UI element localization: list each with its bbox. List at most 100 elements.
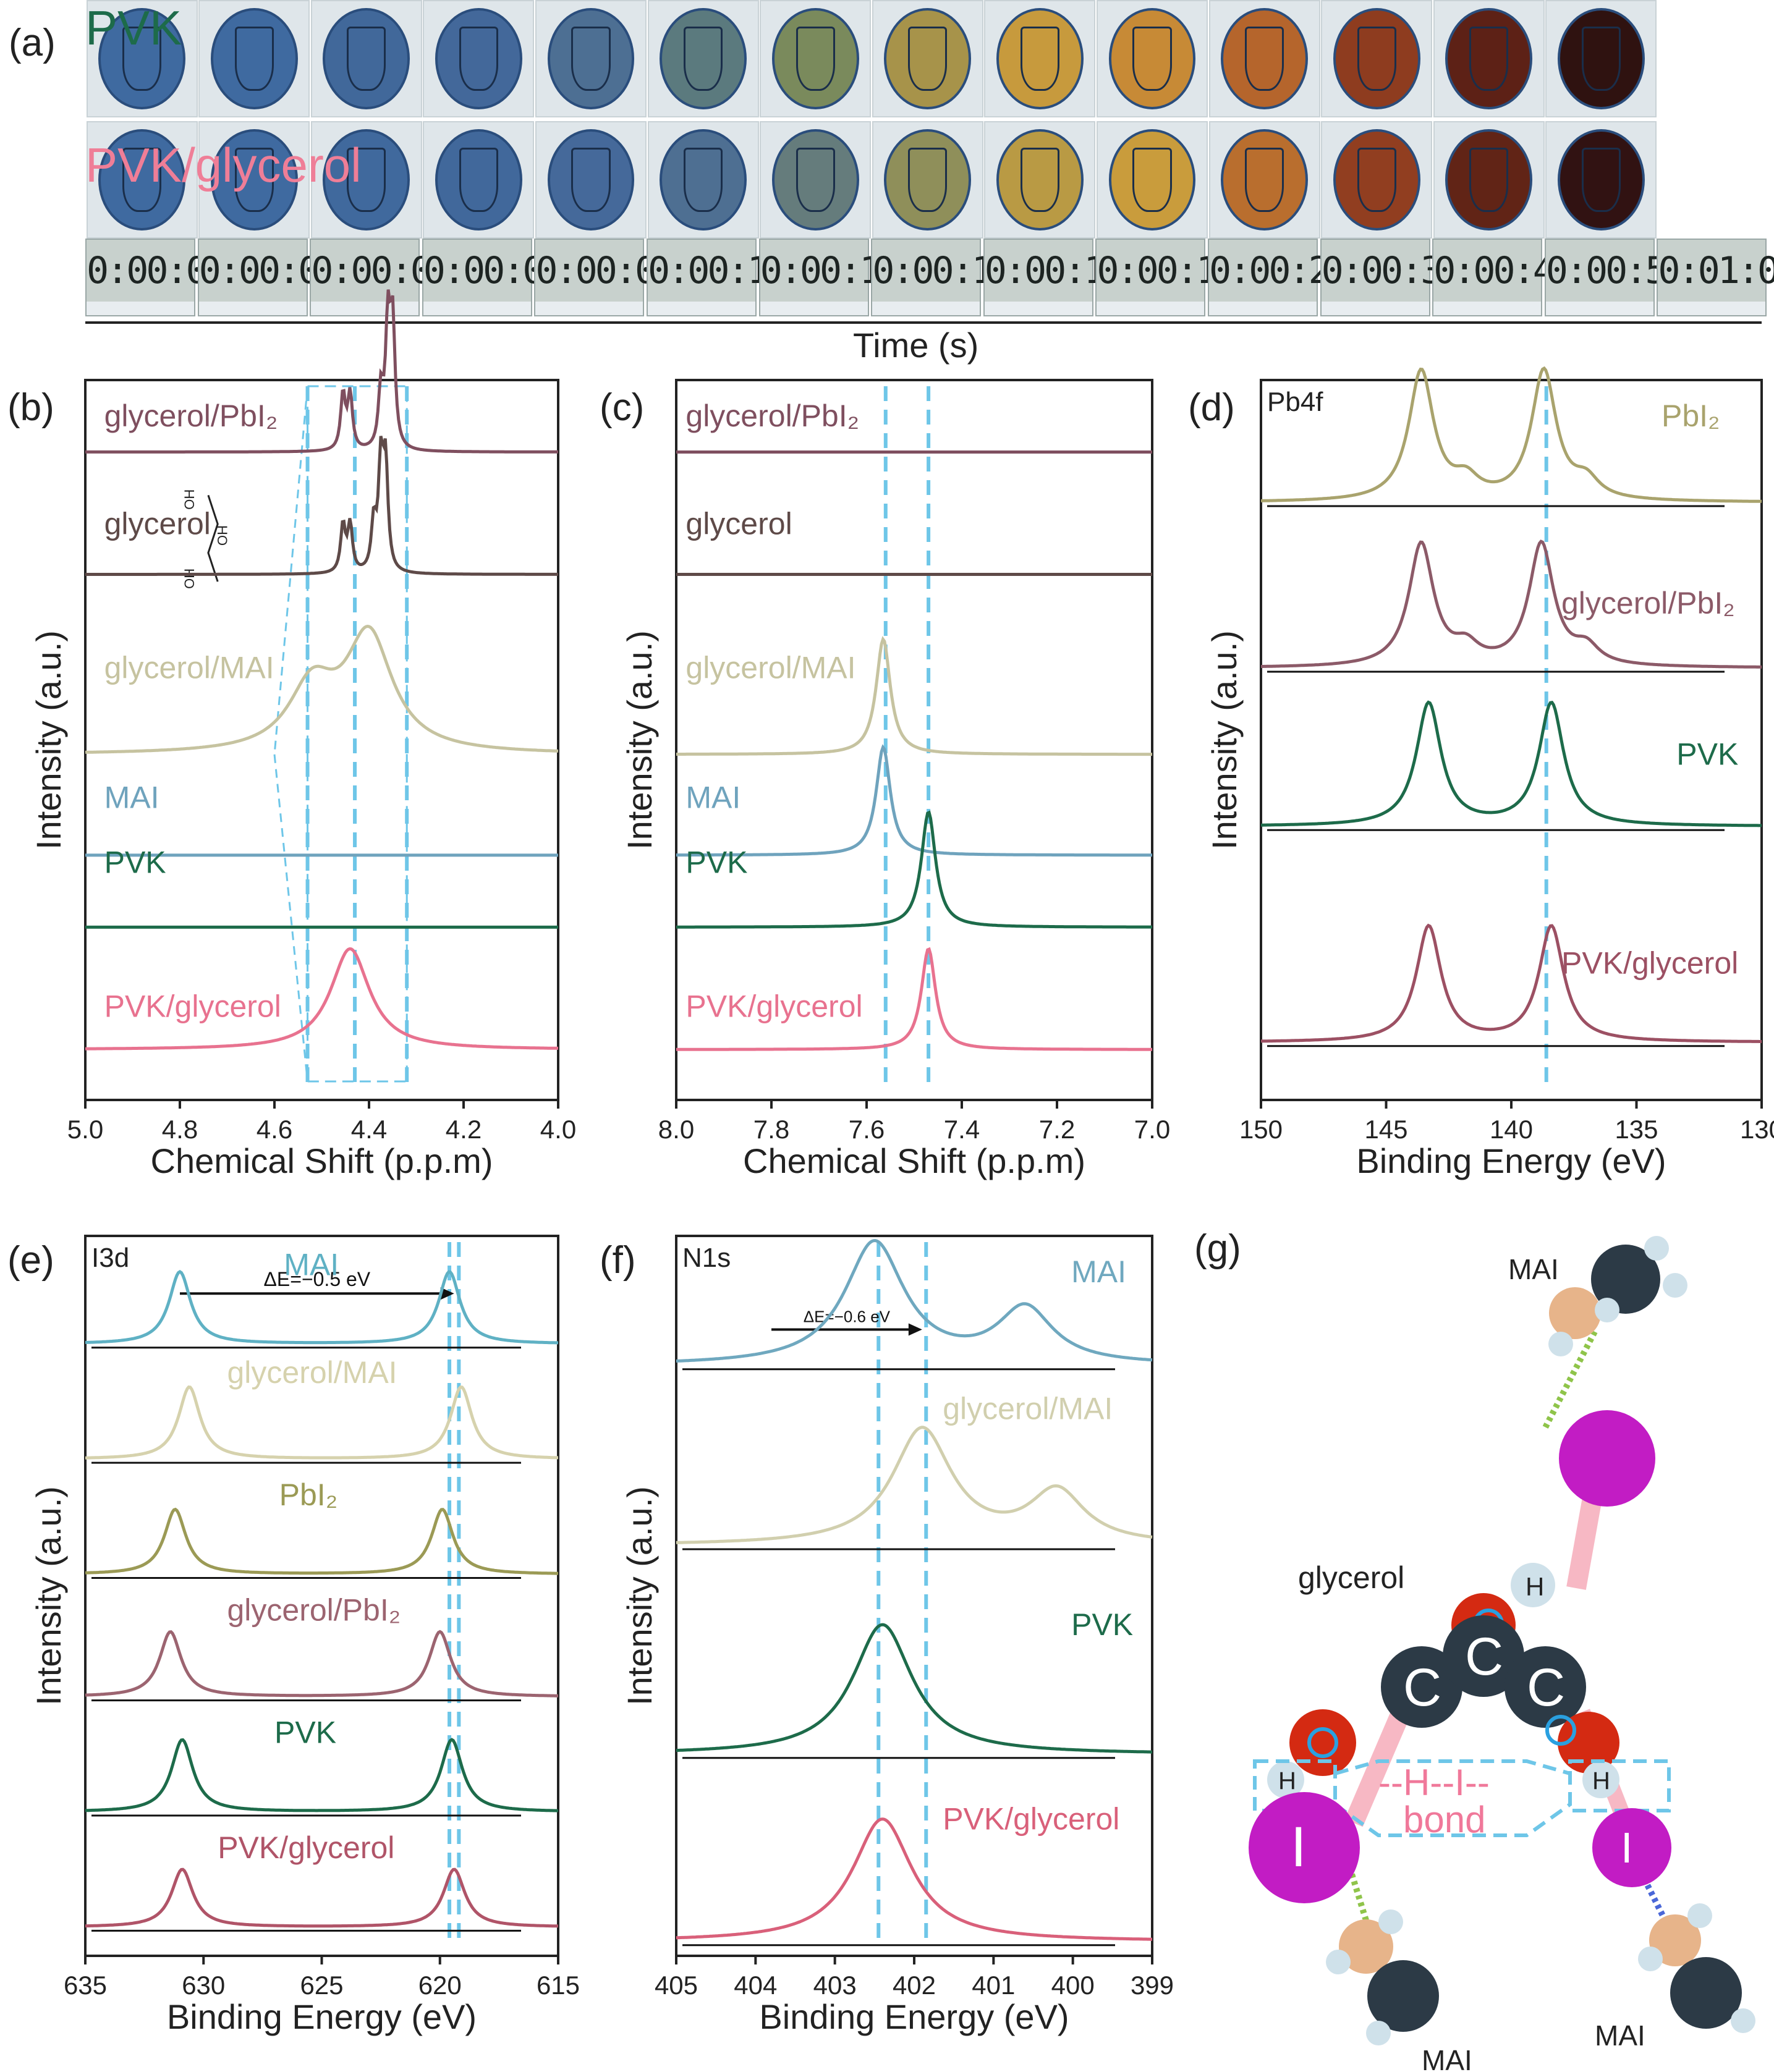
emblem-icon bbox=[1357, 26, 1396, 91]
bond-bracket-top bbox=[1335, 1759, 1571, 1775]
zoom-box bbox=[307, 385, 408, 1083]
carbon-atom bbox=[1381, 1646, 1462, 1728]
sample-film bbox=[1333, 8, 1420, 109]
sample-photo bbox=[1545, 0, 1657, 117]
sample-photo bbox=[984, 121, 1096, 239]
emblem-icon bbox=[908, 147, 948, 213]
emblem-icon bbox=[1581, 147, 1621, 213]
time-axis-label: Time (s) bbox=[853, 326, 979, 365]
sample-photo bbox=[86, 121, 198, 239]
sample-film bbox=[1557, 129, 1645, 230]
spectrum-series bbox=[85, 289, 558, 454]
sample-film bbox=[996, 129, 1084, 230]
hydrogen-bond-diagram: MAI H C C C H H glycerol --H--I-- bond I… bbox=[1249, 1236, 1755, 2070]
hydrogen-atom bbox=[1731, 2008, 1755, 2033]
spectrum-series bbox=[85, 1738, 558, 1812]
x-tick-label: 4.0 bbox=[540, 1115, 576, 1144]
spectrum-series bbox=[85, 1507, 558, 1575]
carbon-atom bbox=[1443, 1615, 1524, 1697]
emblem-icon bbox=[1132, 147, 1172, 213]
x-tick-label: 7.4 bbox=[944, 1115, 980, 1144]
mai-left-label: MAI bbox=[1422, 2044, 1472, 2070]
series-label: PVK bbox=[685, 845, 747, 879]
core-level-label: N1s bbox=[682, 1243, 731, 1273]
row-label-pvk-glycerol: PVK/glycerol bbox=[85, 138, 362, 192]
series-label: glycerol bbox=[685, 507, 792, 541]
spectrum-series bbox=[676, 744, 1152, 857]
y-axis-label: Intensity (a.u.) bbox=[620, 630, 659, 850]
emblem-icon bbox=[571, 26, 611, 91]
sample-film bbox=[1557, 8, 1645, 109]
x-tick-label: 150 bbox=[1239, 1115, 1283, 1144]
sample-photo bbox=[1433, 121, 1545, 239]
emblem-icon bbox=[234, 147, 274, 213]
sample-film bbox=[547, 8, 635, 109]
hydrogen-atom bbox=[1595, 1298, 1619, 1322]
hydrogen-atom bbox=[1326, 1950, 1351, 1974]
emblem-icon bbox=[571, 147, 611, 213]
hydrogen-atom bbox=[1644, 1236, 1669, 1261]
oxygen-atom bbox=[1289, 1709, 1356, 1776]
sample-photo bbox=[872, 0, 983, 117]
panel-letter: (e) bbox=[7, 1239, 54, 1282]
mai-top-label: MAI bbox=[1508, 1253, 1559, 1285]
sample-film bbox=[660, 129, 747, 230]
timer-readout: 0:00:40 bbox=[1432, 239, 1575, 316]
arrow-head-icon bbox=[440, 1287, 454, 1300]
bond-label: --H--I-- bbox=[1378, 1762, 1490, 1803]
y-axis-label: Intensity (a.u.) bbox=[620, 1486, 659, 1706]
bond-bracket-bottom bbox=[1334, 1803, 1571, 1837]
emblem-icon bbox=[347, 147, 386, 213]
timer-readout: 0:00:18 bbox=[1095, 239, 1238, 316]
plot-frame bbox=[84, 379, 559, 1101]
spectrum-series bbox=[676, 810, 1152, 929]
emblem-icon bbox=[1581, 26, 1621, 91]
delta-e-label: ΔE=−0.6 eV bbox=[804, 1307, 891, 1326]
arrow-head-icon bbox=[908, 1323, 922, 1336]
core-level-label: Pb4f bbox=[1267, 387, 1323, 417]
timer-readout: 0:01:00 bbox=[1657, 239, 1774, 316]
x-tick-label: 140 bbox=[1490, 1115, 1533, 1144]
zoom-connector bbox=[273, 754, 309, 1082]
series-label: MAI bbox=[284, 1247, 339, 1282]
sample-photo bbox=[198, 0, 310, 117]
emblem-icon bbox=[234, 26, 274, 91]
series-label: PbI₂ bbox=[1662, 399, 1720, 433]
iodine-atom-top bbox=[1559, 1410, 1655, 1507]
sample-film bbox=[1108, 129, 1196, 230]
x-axis-label: Chemical Shift (p.p.m) bbox=[743, 1141, 1085, 1180]
hydrogen-atom bbox=[1548, 1332, 1573, 1356]
series-label: MAI bbox=[104, 780, 159, 814]
emblem-icon bbox=[796, 147, 835, 213]
timer-readout: 0:00:06 bbox=[422, 239, 565, 316]
sample-film bbox=[547, 129, 635, 230]
series-label: glycerol/PbI₂ bbox=[104, 399, 278, 433]
sample-photo bbox=[1097, 0, 1208, 117]
emblem-icon bbox=[459, 147, 499, 213]
panel-letter: (f) bbox=[600, 1239, 636, 1282]
series-label: glycerol/MAI bbox=[943, 1391, 1113, 1426]
hydrogen-atom bbox=[1582, 1761, 1619, 1798]
sample-film bbox=[210, 129, 298, 230]
carbon-label: C bbox=[1527, 1658, 1565, 1717]
emblem-icon bbox=[122, 147, 162, 213]
spectrum-series bbox=[1261, 539, 1762, 669]
carbon-label: C bbox=[1403, 1658, 1441, 1717]
series-label: glycerol/PbI₂ bbox=[227, 1593, 401, 1628]
y-axis-label: Intensity (a.u.) bbox=[1205, 630, 1244, 850]
spectrum-series bbox=[1261, 366, 1762, 503]
x-axis-label: Chemical Shift (p.p.m) bbox=[151, 1141, 493, 1180]
x-tick-label: 7.0 bbox=[1134, 1115, 1170, 1144]
sample-film bbox=[323, 129, 410, 230]
series-label: glycerol/PbI₂ bbox=[1561, 586, 1735, 620]
series-label: glycerol/MAI bbox=[104, 651, 274, 685]
sample-photo bbox=[647, 0, 759, 117]
series-label: glycerol/MAI bbox=[685, 651, 855, 685]
spectrum-series bbox=[1261, 700, 1762, 827]
x-tick-label: 4.8 bbox=[162, 1115, 198, 1144]
plot-frame bbox=[675, 379, 1153, 1101]
glycerol-structure bbox=[207, 494, 219, 582]
emblem-icon bbox=[459, 26, 499, 91]
sample-film bbox=[435, 8, 522, 109]
x-tick-label: 401 bbox=[972, 1971, 1015, 2000]
